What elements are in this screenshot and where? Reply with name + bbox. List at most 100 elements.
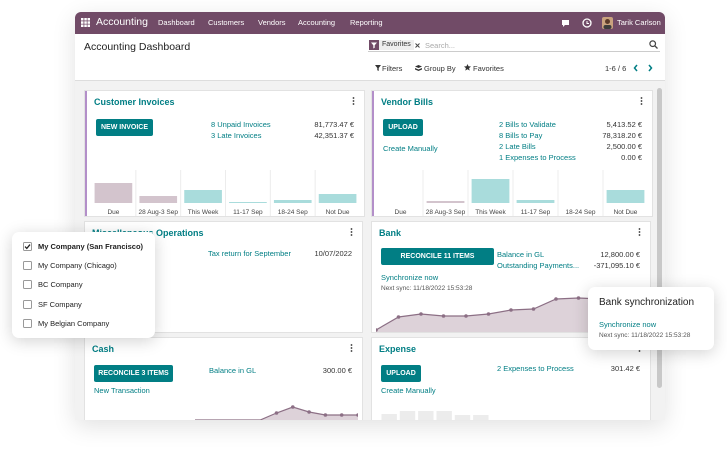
row-value: 5,413.52 € [606, 120, 642, 129]
card-button[interactable]: NEW INVOICE [96, 119, 153, 136]
card-button[interactable]: RECONCILE 3 ITEMS [94, 365, 173, 382]
card-graph: Due 28 Aug-3 Sep This Week 11-17 Sep 18-24 S… [395, 170, 645, 216]
card-link[interactable]: New Transaction [94, 386, 150, 395]
row-label[interactable]: Tax return for September [208, 249, 291, 258]
checkbox[interactable] [23, 318, 32, 328]
checkbox[interactable] [23, 280, 32, 290]
card-title[interactable]: Expense [379, 344, 417, 354]
menu-item[interactable]: Reporting [350, 18, 383, 27]
navbar: Accounting Dashboard Customers Vendors Acco… [75, 12, 665, 34]
pager-arrows[interactable] [633, 64, 653, 72]
checkbox-box [23, 242, 32, 251]
row-label[interactable]: 8 Bills to Pay [499, 131, 543, 140]
favorites-button[interactable]: Favorites [473, 64, 504, 73]
row-label[interactable]: 2 Late Bills [499, 142, 536, 151]
card-title[interactable]: Cash [92, 344, 115, 354]
user-name[interactable]: Tarik Carlson [617, 18, 661, 27]
search-icon[interactable] [649, 40, 658, 49]
row-label[interactable]: Outstanding Payments... [497, 261, 580, 270]
dot [352, 103, 355, 105]
graph-label: 28 Aug-3 Sep [139, 209, 179, 216]
row-label[interactable]: 1 Expenses to Process [499, 153, 576, 162]
menu-item[interactable]: Dashboard [158, 18, 195, 27]
graph-bar [229, 202, 267, 203]
checkbox[interactable] [23, 242, 32, 251]
menu-item[interactable]: Vendors [258, 18, 286, 27]
graph-point [307, 410, 311, 414]
row-value: 300.00 € [322, 366, 352, 375]
graph-bar [516, 200, 555, 203]
dot [638, 228, 641, 230]
graph-bar [473, 415, 489, 420]
graph-point [323, 413, 328, 417]
company-menu: My Company (San Francisco) My Company (Ch… [12, 232, 155, 338]
row-value: 2,500.00 € [606, 142, 642, 151]
graph-point [376, 328, 378, 332]
next-sync: Next sync: 11/18/2022 15:53:28 [599, 332, 691, 339]
systray-icons[interactable] [561, 18, 601, 29]
search-input[interactable]: Search... [425, 41, 456, 50]
checkbox-box [23, 280, 32, 290]
avatar[interactable] [602, 17, 613, 29]
checkbox-box [23, 318, 32, 328]
card-menu[interactable] [352, 97, 355, 105]
dot [350, 347, 353, 349]
row-value: 0.00 € [621, 153, 642, 162]
graph-point [576, 296, 581, 300]
company-name[interactable]: SF Company [38, 299, 82, 309]
row-value: 301.42 € [610, 364, 640, 373]
card-menu[interactable] [350, 344, 353, 352]
company-name[interactable]: My Belgian Company [38, 318, 110, 328]
company-name[interactable]: My Company (San Francisco) [38, 242, 144, 251]
apps-icon[interactable] [81, 18, 90, 27]
row-label[interactable]: Balance in GL [497, 250, 545, 259]
filter-icon [375, 65, 381, 71]
card-title[interactable]: Bank [379, 228, 402, 238]
graph-label: 11-17 Sep [233, 209, 263, 216]
row-label[interactable]: 8 Unpaid Invoices [211, 120, 271, 129]
scrollbar[interactable] [657, 88, 662, 388]
card-menu[interactable] [640, 97, 643, 105]
facet[interactable]: Favorites [379, 40, 414, 50]
app-name[interactable]: Accounting [96, 16, 148, 28]
graph-point [464, 314, 468, 318]
company-name[interactable]: BC Company [38, 280, 83, 290]
menu-item[interactable]: Accounting [298, 18, 336, 27]
row-label[interactable]: 2 Expenses to Process [497, 364, 574, 373]
row-value: 42,351.37 € [314, 131, 354, 140]
graph-point [419, 312, 423, 316]
groupby-icon [415, 65, 422, 71]
card-link[interactable]: Synchronize now [381, 273, 439, 282]
card-title[interactable]: Customer Invoices [94, 97, 175, 107]
filters-button[interactable]: Filters [382, 64, 403, 73]
card-menu[interactable] [638, 228, 641, 236]
card-menu[interactable] [350, 228, 353, 236]
dot [640, 100, 643, 102]
sync-link[interactable]: Synchronize now [599, 320, 657, 329]
card-link[interactable]: Create Manually [383, 144, 438, 153]
graph-label: 18-24 Sep [278, 209, 308, 216]
search-underline [368, 51, 660, 52]
card-graph [195, 405, 358, 420]
page-title: Accounting Dashboard [84, 41, 191, 53]
checkbox[interactable] [23, 299, 32, 309]
dashboard-card: Customer Invoices NEW INVOICE 8 Unpaid Inv… [85, 91, 364, 216]
row-label[interactable]: 3 Late Invoices [211, 131, 262, 140]
facet-remove[interactable] [415, 43, 420, 48]
graph-point [486, 312, 491, 316]
row-label[interactable]: 2 Bills to Validate [499, 120, 556, 129]
checkbox[interactable] [23, 261, 32, 271]
card-button[interactable]: RECONCILE 11 ITEMS [381, 248, 494, 265]
menu-item[interactable]: Customers [208, 18, 245, 27]
groupby-button[interactable]: Group By [424, 64, 456, 73]
company-name[interactable]: My Company (Chicago) [38, 261, 117, 271]
card-link[interactable]: Create Manually [381, 386, 436, 395]
graph-point [339, 413, 344, 417]
card-button[interactable]: UPLOAD [381, 365, 421, 382]
row-label[interactable]: Balance in GL [209, 366, 257, 375]
card-title[interactable]: Vendor Bills [381, 97, 434, 107]
dot [640, 97, 643, 99]
graph-bar [318, 194, 357, 203]
graph-point [554, 297, 558, 301]
card-button[interactable]: UPLOAD [383, 119, 423, 136]
